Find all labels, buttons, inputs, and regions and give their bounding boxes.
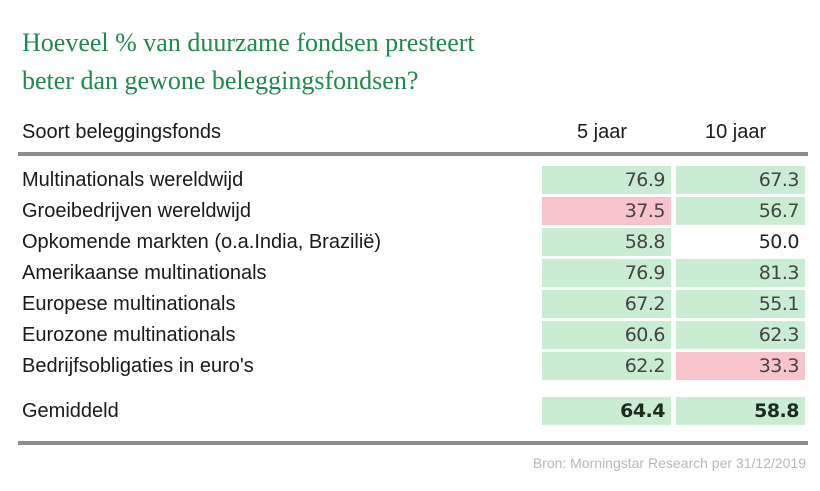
column-header-10-jaar: 10 jaar (705, 121, 767, 143)
value-5-jaar: 62.2 (542, 352, 671, 380)
value-5-jaar: 76.9 (542, 259, 671, 287)
source-note: Bron: Morningstar Research per 31/12/201… (532, 455, 806, 471)
value-10-jaar: 67.3 (676, 166, 805, 194)
value-5-jaar: 76.9 (542, 166, 671, 194)
value-10-jaar: 33.3 (676, 352, 805, 380)
row-label: Eurozone multinationals (22, 324, 236, 346)
row-label: Bedrijfsobligaties in euro's (22, 355, 254, 377)
value-10-jaar: 50.0 (676, 228, 805, 256)
chart-title-line-2: beter dan gewone beleggingsfondsen? (22, 66, 419, 95)
row-label: Groeibedrijven wereldwijd (22, 200, 251, 222)
column-header-fund: Soort beleggingsfonds (22, 121, 222, 143)
chart-title: Hoeveel % van duurzame fondsen presteert… (22, 24, 475, 100)
average-5-jaar-value: 64.4 (542, 397, 671, 425)
value-10-jaar: 62.3 (676, 321, 805, 349)
column-header-5-jaar: 5 jaar (577, 121, 628, 143)
row-label: Opkomende markten (o.a.India, Brazilië) (22, 231, 382, 253)
value-5-jaar: 60.6 (542, 321, 671, 349)
value-10-jaar: 56.7 (676, 197, 805, 225)
value-10-jaar: 81.3 (676, 259, 805, 287)
value-5-jaar: 37.5 (542, 197, 671, 225)
value-10-jaar: 55.1 (676, 290, 805, 318)
average-label: Gemiddeld (22, 400, 119, 422)
average-10-jaar-value: 58.8 (676, 397, 805, 425)
value-5-jaar: 67.2 (542, 290, 671, 318)
row-label: Amerikaanse multinationals (22, 262, 267, 284)
footer-divider (18, 441, 808, 445)
chart-title-line-1: Hoeveel % van duurzame fondsen presteert (22, 28, 475, 57)
header-divider (18, 152, 808, 156)
value-5-jaar: 58.8 (542, 228, 671, 256)
row-label: Europese multinationals (22, 293, 236, 315)
row-label: Multinationals wereldwijd (22, 169, 244, 191)
